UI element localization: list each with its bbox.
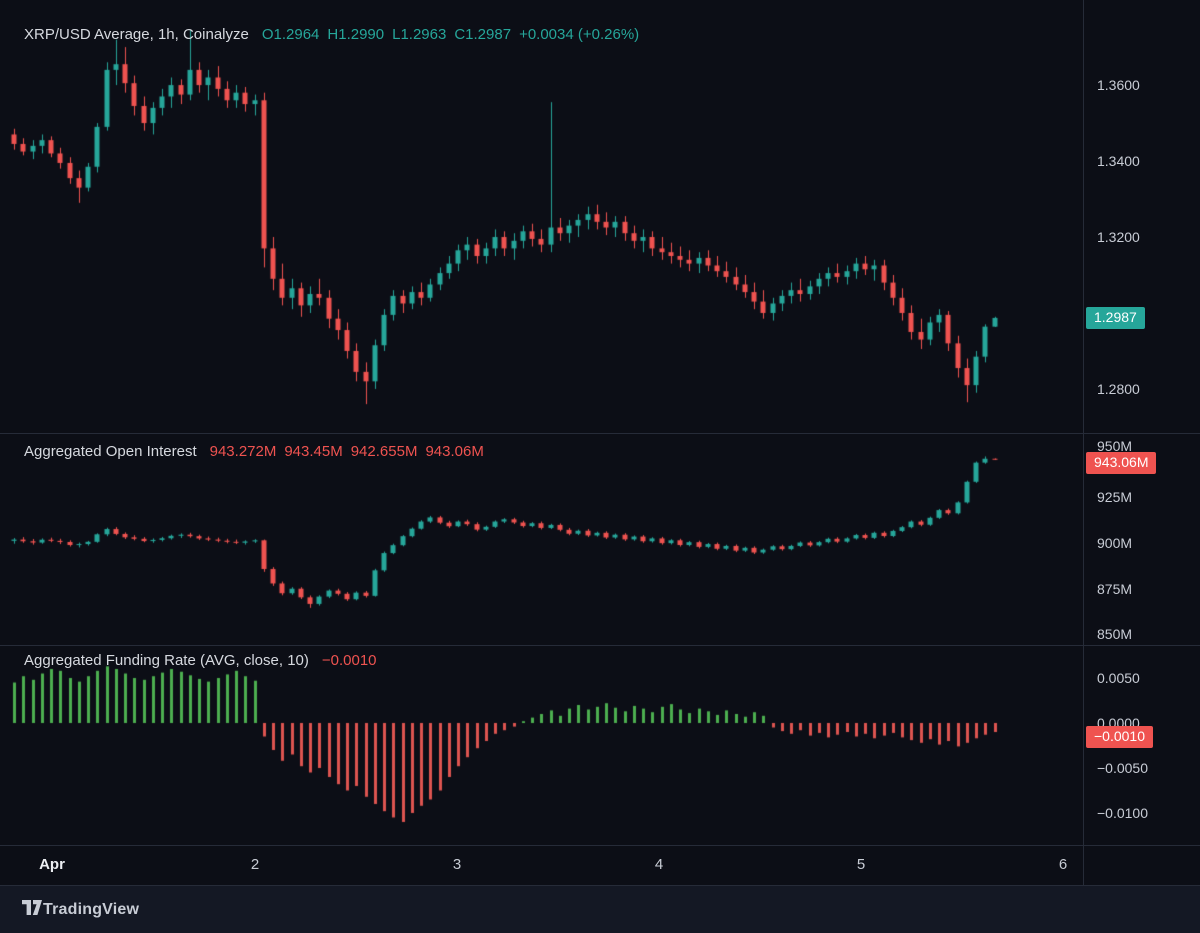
price-axis-tick: 1.3200 xyxy=(1097,229,1140,245)
time-axis-label: 6 xyxy=(1058,856,1068,873)
pane-separator[interactable] xyxy=(0,433,1200,434)
open-interest-title: Aggregated Open Interest xyxy=(24,443,197,460)
price-axis-tick: 1.3600 xyxy=(1097,77,1140,93)
time-axis-separator xyxy=(0,845,1200,846)
bottom-bar: TradingView xyxy=(0,885,1200,933)
ohlc-open-value: O1.2964 xyxy=(261,26,320,43)
open-interest-legend: Aggregated Open Interest 943.272M 943.45… xyxy=(24,443,484,461)
open-interest-axis-tick: 950M xyxy=(1097,438,1133,454)
open-interest-pane xyxy=(0,433,1083,645)
tradingview-brand-text: TradingView xyxy=(43,900,140,918)
pane-separator[interactable] xyxy=(0,645,1200,646)
tradingview-logo-icon xyxy=(21,899,43,921)
oi-close-value: 943.06M xyxy=(425,443,484,460)
open-interest-last-badge: 943.06M xyxy=(1086,452,1157,474)
price-axis-tick: 1.3400 xyxy=(1097,153,1140,169)
symbol-title: XRP/USD Average, 1h, Coinalyze xyxy=(24,26,249,43)
price-canvas[interactable] xyxy=(0,0,1083,433)
price-last-badge: 1.2987 xyxy=(1086,307,1145,329)
funding-rate-legend: Aggregated Funding Rate (AVG, close, 10)… xyxy=(24,652,377,670)
funding-rate-canvas[interactable] xyxy=(0,645,1083,845)
time-axis-label: 5 xyxy=(856,856,866,873)
funding-rate-axis-tick: 0.0050 xyxy=(1097,670,1140,686)
funding-rate-pane xyxy=(0,645,1083,845)
open-interest-axis-tick: 875M xyxy=(1097,581,1133,597)
funding-rate-title: Aggregated Funding Rate (AVG, close, 10) xyxy=(24,652,309,669)
open-interest-axis-tick: 925M xyxy=(1097,489,1133,505)
ohlc-low-value: L1.2963 xyxy=(392,26,447,43)
oi-high-value: 943.45M xyxy=(284,443,343,460)
time-axis-label: Apr xyxy=(39,856,65,873)
price-axis-tick: 1.2800 xyxy=(1097,381,1140,397)
oi-open-value: 943.272M xyxy=(209,443,277,460)
time-axis-label: 4 xyxy=(654,856,664,873)
open-interest-axis-tick: 850M xyxy=(1097,626,1133,642)
funding-rate-axis-tick: −0.0100 xyxy=(1097,805,1148,821)
tradingview-logo[interactable]: TradingView xyxy=(21,899,139,921)
funding-rate-value: −0.0010 xyxy=(321,652,377,669)
right-axis[interactable]: 1.2987 943.06M −0.0010 1.3600 1.3400 1.320… xyxy=(1084,0,1200,885)
ohlc-high-value: H1.2990 xyxy=(327,26,385,43)
funding-rate-last-badge: −0.0010 xyxy=(1086,726,1153,748)
price-pane-legend: XRP/USD Average, 1h, Coinalyze O1.2964 H… xyxy=(24,26,639,44)
price-scale-separator xyxy=(1083,0,1084,885)
time-axis[interactable]: Apr 2 3 4 5 6 xyxy=(0,845,1200,885)
time-axis-label: 3 xyxy=(452,856,462,873)
time-axis-label: 2 xyxy=(250,856,260,873)
funding-rate-axis-tick: −0.0050 xyxy=(1097,760,1148,776)
ohlc-close-value: C1.2987 xyxy=(454,26,512,43)
oi-low-value: 942.655M xyxy=(350,443,418,460)
price-change-value: +0.0034 (+0.26%) xyxy=(519,26,640,43)
open-interest-axis-tick: 900M xyxy=(1097,535,1133,551)
open-interest-canvas[interactable] xyxy=(0,433,1083,645)
price-pane xyxy=(0,0,1083,433)
